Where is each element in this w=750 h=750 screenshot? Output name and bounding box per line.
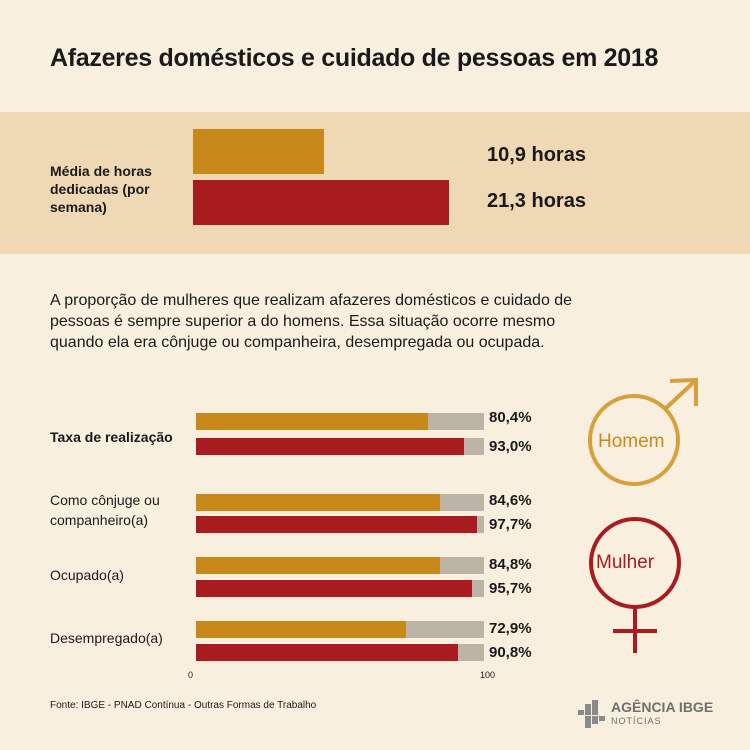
row-label: Como cônjuge ou companheiro(a) <box>50 492 160 528</box>
value-label-women: 90,8% <box>489 644 532 661</box>
bar-track <box>196 516 484 533</box>
legend-men-label: Homem <box>598 431 665 452</box>
bar-track <box>196 413 484 430</box>
value-label-men: 84,6% <box>489 492 532 509</box>
row-label: Desempregado(a) <box>50 630 163 646</box>
value-label-women: 93,0% <box>489 438 532 455</box>
agencia-ibge-logo[interactable]: AGÊNCIA IBGE NOTÍCIAS <box>578 698 738 734</box>
logo-text-bottom: NOTÍCIAS <box>611 716 662 726</box>
bar-track <box>196 438 484 455</box>
value-label-women: 95,7% <box>489 580 532 597</box>
source-note: Fonte: IBGE - PNAD Contínua - Outras For… <box>50 700 317 711</box>
bar-track <box>196 644 484 661</box>
value-label-men: 72,9% <box>489 620 532 637</box>
bar-track <box>196 621 484 638</box>
value-label-men: 84,8% <box>489 556 532 573</box>
male-symbol-icon <box>588 377 698 486</box>
bar-men <box>196 413 428 430</box>
page-title: Afazeres domésticos e cuidado de pessoas… <box>50 44 659 72</box>
bar-track <box>196 557 484 574</box>
row-label: Taxa de realização <box>50 429 173 445</box>
bar-men <box>196 557 441 574</box>
bar-women <box>196 644 458 661</box>
bar-men <box>196 621 406 638</box>
bar-women <box>196 438 464 455</box>
hours-label: Média de horas dedicadas (por semana) <box>50 163 152 215</box>
female-symbol-icon <box>589 517 681 653</box>
ibge-logo-mark-icon <box>578 700 605 728</box>
bar-men <box>196 494 440 511</box>
value-label-women: 97,7% <box>489 516 532 533</box>
hours-value-women: 21,3 horas <box>487 190 586 212</box>
bar-track <box>196 580 484 597</box>
bar-track <box>196 494 484 511</box>
row-label: Ocupado(a) <box>50 567 124 583</box>
bar-women <box>196 580 472 597</box>
logo-text-top: AGÊNCIA IBGE <box>611 699 714 715</box>
value-label-men: 80,4% <box>489 409 532 426</box>
hours-bar-women <box>193 180 449 225</box>
bar-women <box>196 516 478 533</box>
hours-bar-men <box>193 129 324 174</box>
legend-women-label: Mulher <box>596 552 655 573</box>
description: A proporção de mulheres que realizam afa… <box>50 292 573 351</box>
axis-tick-min: 0 <box>188 670 194 680</box>
hours-value-men: 10,9 horas <box>487 144 586 166</box>
axis-tick-max: 100 <box>480 670 496 680</box>
